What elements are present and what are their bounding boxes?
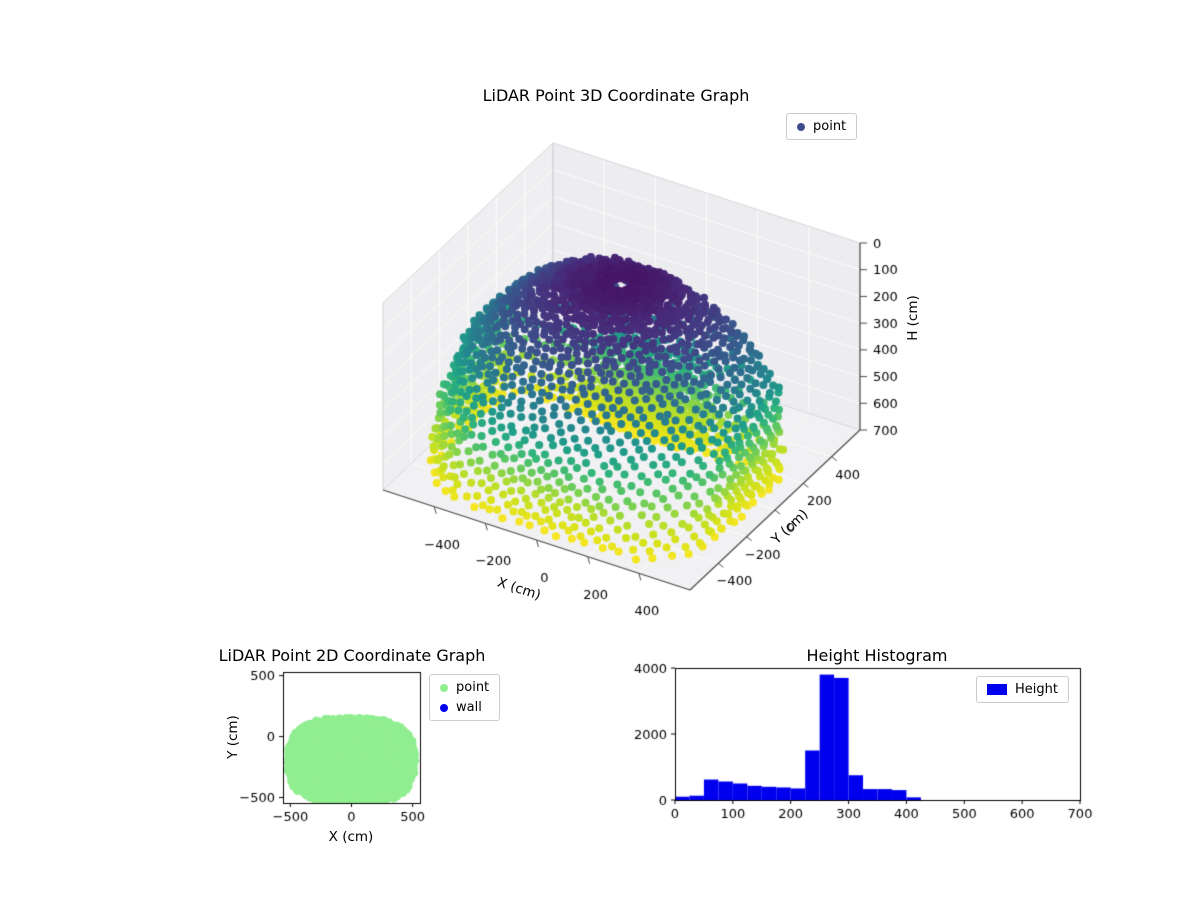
legend-item-height: Height	[987, 681, 1058, 698]
hist-title: Height Histogram	[806, 646, 948, 665]
point-marker-icon	[797, 122, 805, 131]
plot2d-title: LiDAR Point 2D Coordinate Graph	[218, 646, 486, 665]
plot3d-legend: point	[786, 113, 858, 140]
plot2d-xlabel: X (cm)	[328, 829, 374, 845]
height-swatch-icon	[987, 684, 1007, 695]
plot2d-legend: point wall	[429, 674, 501, 721]
point-marker-icon	[440, 683, 448, 692]
legend-label-point: point	[813, 119, 847, 134]
legend-label-point: point	[456, 680, 490, 695]
legend-item-wall: wall	[440, 699, 489, 716]
wall-marker-icon	[440, 703, 448, 712]
plot3d-zlabel: H (cm)	[905, 295, 921, 341]
legend-item-point2d: point	[440, 679, 489, 696]
plot2d-ylabel: Y (cm)	[225, 715, 241, 759]
hist-legend: Height	[976, 676, 1069, 703]
plot3d-title: LiDAR Point 3D Coordinate Graph	[482, 86, 750, 105]
legend-label-height: Height	[1015, 682, 1058, 697]
legend-label-wall: wall	[456, 700, 482, 715]
legend-item-point3d: point	[797, 118, 846, 135]
